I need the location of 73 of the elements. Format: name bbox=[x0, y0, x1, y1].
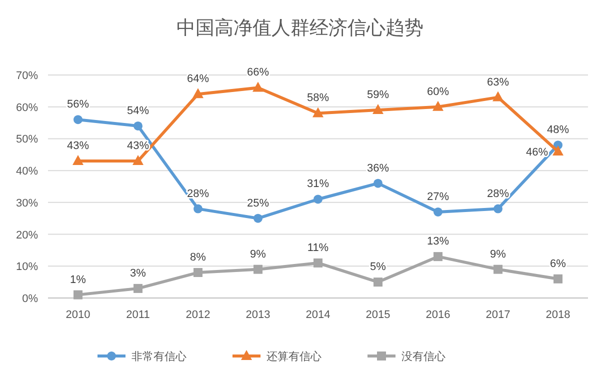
y-tick-label: 20% bbox=[16, 229, 38, 242]
point bbox=[194, 268, 202, 278]
x-tick-label: 2015 bbox=[366, 309, 390, 321]
data-label: 54% bbox=[126, 104, 150, 117]
data-label: 6% bbox=[550, 258, 566, 270]
y-tick-label: 50% bbox=[16, 134, 38, 146]
point bbox=[254, 214, 262, 223]
y-tick-label: 60% bbox=[16, 102, 38, 114]
point bbox=[74, 115, 82, 124]
data-label: 36% bbox=[366, 162, 390, 174]
point bbox=[254, 264, 262, 274]
y-tick-label: 30% bbox=[16, 197, 38, 210]
data-label: 64% bbox=[186, 73, 210, 86]
data-label: 63% bbox=[486, 76, 510, 88]
point bbox=[374, 278, 382, 287]
legend-label: 还算有信心 bbox=[266, 350, 322, 363]
point bbox=[432, 100, 444, 111]
legend-label: 非常有信心 bbox=[132, 350, 186, 363]
point bbox=[74, 290, 82, 300]
data-label: 59% bbox=[366, 89, 390, 102]
y-tick-label: 10% bbox=[16, 261, 38, 274]
x-tick-label: 2016 bbox=[426, 309, 450, 321]
data-label: 8% bbox=[190, 252, 206, 264]
data-label: 1% bbox=[70, 274, 86, 286]
point bbox=[434, 252, 442, 262]
point bbox=[314, 258, 322, 268]
point bbox=[492, 91, 504, 102]
point bbox=[494, 204, 502, 214]
y-tick-label: 0% bbox=[22, 293, 38, 305]
point bbox=[192, 88, 204, 98]
point bbox=[372, 104, 384, 114]
x-tick-label: 2014 bbox=[306, 309, 330, 321]
y-tick-label: 70% bbox=[16, 70, 38, 82]
data-label: 46% bbox=[526, 146, 548, 158]
data-label: 9% bbox=[490, 248, 506, 260]
point bbox=[434, 207, 442, 216]
data-label: 28% bbox=[486, 188, 510, 200]
point bbox=[552, 145, 564, 156]
point bbox=[494, 264, 502, 274]
chart-title: 中国高净值人群经济信心趋势 bbox=[176, 17, 424, 39]
point bbox=[194, 204, 202, 214]
legend-label: 没有信心 bbox=[402, 350, 446, 363]
data-label: 3% bbox=[130, 267, 146, 280]
point bbox=[134, 121, 142, 130]
point bbox=[312, 107, 324, 118]
x-tick-label: 2010 bbox=[66, 309, 90, 321]
data-label: 48% bbox=[546, 124, 570, 136]
x-tick-label: 2012 bbox=[186, 309, 210, 321]
data-label: 5% bbox=[370, 261, 386, 274]
data-label: 31% bbox=[306, 178, 330, 190]
data-label: 60% bbox=[426, 86, 450, 98]
x-tick-label: 2017 bbox=[486, 309, 510, 321]
data-label: 58% bbox=[306, 92, 330, 104]
point bbox=[252, 82, 264, 92]
data-label: 43% bbox=[126, 140, 150, 152]
point bbox=[314, 194, 322, 204]
point bbox=[554, 274, 562, 284]
x-tick-label: 2011 bbox=[126, 309, 150, 321]
data-label: 27% bbox=[426, 190, 450, 203]
data-label: 56% bbox=[66, 98, 90, 111]
data-label: 66% bbox=[246, 66, 270, 79]
point bbox=[134, 284, 142, 293]
x-tick-label: 2018 bbox=[546, 309, 570, 321]
data-label: 43% bbox=[66, 140, 90, 152]
point bbox=[374, 178, 382, 188]
data-label: 9% bbox=[250, 248, 266, 260]
data-label: 13% bbox=[426, 236, 450, 248]
data-label: 25% bbox=[246, 197, 270, 210]
y-tick-label: 40% bbox=[16, 166, 38, 178]
x-tick-label: 2013 bbox=[246, 309, 270, 321]
data-label: 11% bbox=[307, 242, 329, 254]
point bbox=[72, 155, 84, 166]
point bbox=[132, 155, 144, 166]
